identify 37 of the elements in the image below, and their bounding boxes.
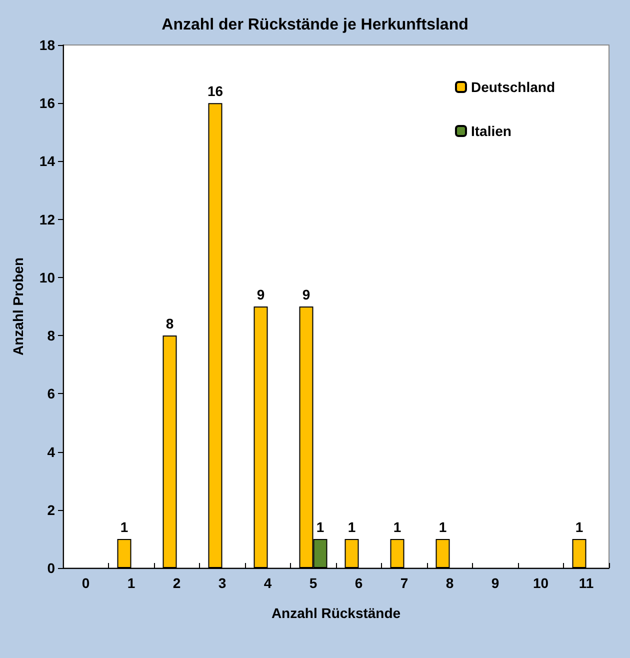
y-tick-label: 16 [39,95,56,112]
x-axis-title: Anzahl Rückstände [271,605,401,621]
data-label: 1 [316,518,324,535]
data-label: 1 [393,518,402,535]
y-tick-label: 10 [39,269,56,286]
x-tick-label: 2 [172,575,181,591]
x-tick-label: 1 [127,575,136,591]
x-tick-label: 8 [446,575,454,591]
legend-label: Deutschland [470,79,555,95]
y-tick-label: 0 [47,560,56,576]
y-axis-title: Anzahl Proben [10,257,26,356]
legend-label: Italien [470,123,512,139]
y-tick-label: 18 [39,37,56,53]
y-tick-label: 8 [47,328,56,344]
y-tick-label: 12 [39,211,56,228]
x-tick-label: 4 [264,575,272,591]
data-label: 16 [207,83,224,100]
y-tick-label: 6 [47,386,56,402]
x-tick-label: 9 [491,575,500,591]
data-label: 9 [302,286,310,302]
x-tick-label: 10 [532,575,549,591]
chart-title: Anzahl der Rückstände je Herkunftsland [162,16,468,34]
x-tick-label: 5 [309,575,318,591]
y-tick-label: 2 [47,502,56,518]
x-tick-label: 3 [218,575,226,591]
x-tick-label: 6 [354,575,363,591]
data-label: 1 [438,518,447,535]
y-tick-label: 14 [39,153,56,170]
data-label: 9 [256,286,265,302]
x-tick-label: 0 [82,575,90,591]
data-label: 8 [166,316,174,332]
y-tick-label: 4 [47,444,56,460]
data-label: 1 [120,518,128,535]
data-label: 1 [348,518,356,535]
x-tick-label: 7 [400,575,408,591]
x-tick-label: 11 [578,575,594,591]
data-label: 1 [575,518,584,535]
